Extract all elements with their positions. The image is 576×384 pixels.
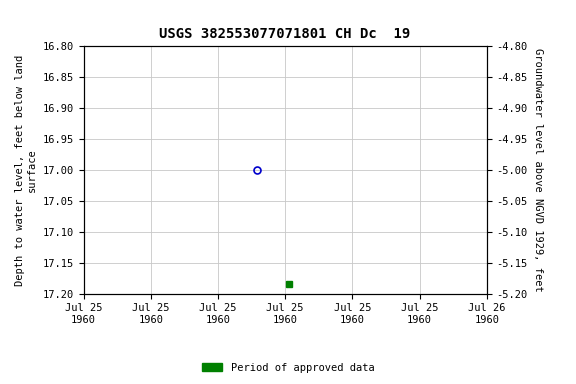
- Y-axis label: Groundwater level above NGVD 1929, feet: Groundwater level above NGVD 1929, feet: [533, 48, 543, 292]
- Y-axis label: Depth to water level, feet below land
surface: Depth to water level, feet below land su…: [14, 54, 37, 286]
- Title: USGS 382553077071801 CH Dc  19: USGS 382553077071801 CH Dc 19: [160, 27, 411, 41]
- Legend: Period of approved data: Period of approved data: [198, 359, 378, 377]
